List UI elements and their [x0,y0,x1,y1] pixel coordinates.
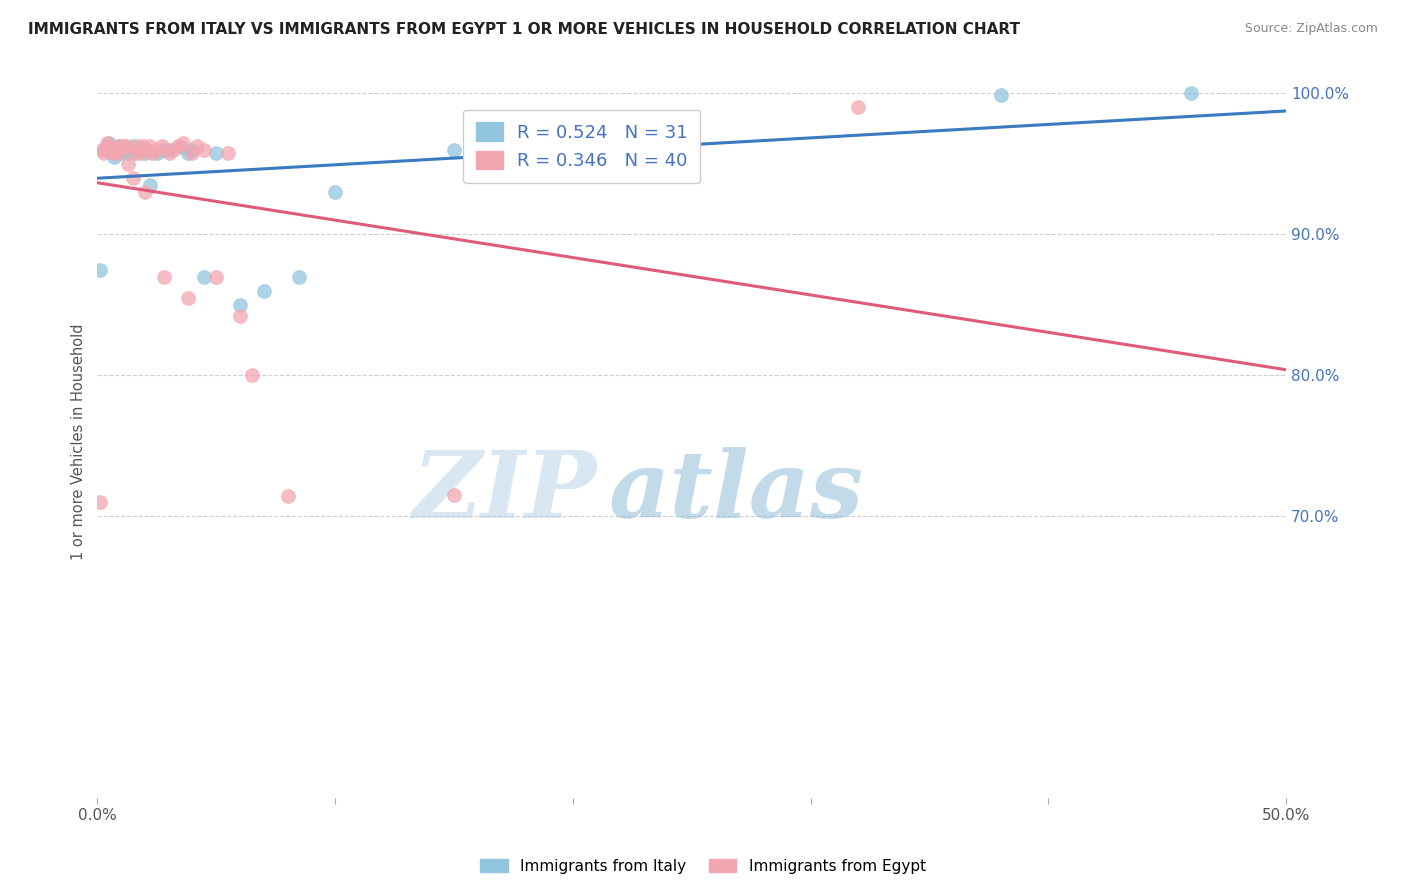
Point [146,143,169,157]
Point [89,495,111,509]
Point [134,185,156,199]
Y-axis label: 1 or more Vehicles in Household: 1 or more Vehicles in Household [72,324,86,560]
Point [176,291,198,305]
Point [110,145,132,160]
Point [103,145,125,160]
Point [172,136,194,150]
Point [323,185,346,199]
Point [91,143,114,157]
Point [990,87,1012,102]
Point [277,490,299,504]
Point [217,145,239,160]
Point [110,143,132,157]
Point [205,145,228,160]
Point [157,145,180,160]
Point [150,138,173,153]
Text: ZIP: ZIP [412,447,596,537]
Point [846,101,869,115]
Point [253,284,276,298]
Point [443,488,465,502]
Point [169,140,191,154]
Point [176,145,198,160]
Point [181,143,204,157]
Point [193,143,215,157]
Point [122,138,145,153]
Point [141,145,163,160]
Point [107,138,129,153]
Point [105,143,128,157]
Point [157,143,180,157]
Point [98,138,121,153]
Point [117,157,139,171]
Point [186,138,208,153]
Point [115,140,138,154]
Point [193,269,215,284]
Point [127,138,149,153]
Point [93,143,115,157]
Legend: Immigrants from Italy, Immigrants from Egypt: Immigrants from Italy, Immigrants from E… [474,853,932,880]
Point [98,136,121,150]
Point [205,269,228,284]
Point [443,143,465,157]
Point [105,145,128,160]
Point [138,138,160,153]
Point [103,150,125,164]
Point [89,262,111,277]
Point [129,143,152,157]
Point [107,138,129,153]
Point [117,145,139,160]
Point [167,138,190,153]
Point [100,143,122,157]
Point [138,178,160,192]
Point [146,145,169,160]
Point [162,143,184,157]
Text: IMMIGRANTS FROM ITALY VS IMMIGRANTS FROM EGYPT 1 OR MORE VEHICLES IN HOUSEHOLD C: IMMIGRANTS FROM ITALY VS IMMIGRANTS FROM… [28,22,1021,37]
Point [129,145,152,160]
Point [131,138,153,153]
Point [112,138,135,153]
Point [100,145,122,160]
Point [124,145,146,160]
Point [134,145,156,160]
Point [240,368,263,383]
Point [153,143,176,157]
Point [229,298,252,312]
Point [122,171,145,186]
Point [115,138,138,153]
Point [153,269,176,284]
Point [93,145,115,160]
Text: atlas: atlas [609,447,863,537]
Point [288,269,311,284]
Point [181,145,204,160]
Legend: R = 0.524   N = 31, R = 0.346   N = 40: R = 0.524 N = 31, R = 0.346 N = 40 [463,110,700,183]
Point [229,309,252,323]
Point [1180,87,1202,101]
Point [96,136,118,150]
Text: Source: ZipAtlas.com: Source: ZipAtlas.com [1244,22,1378,36]
Point [112,143,135,157]
Point [136,143,159,157]
Point [124,145,146,160]
